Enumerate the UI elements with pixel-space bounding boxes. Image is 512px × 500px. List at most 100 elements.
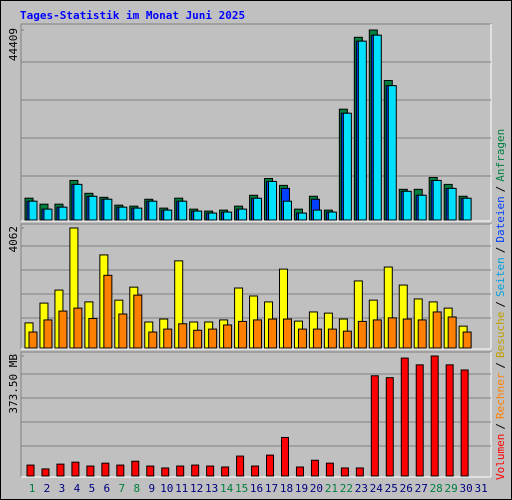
bar — [146, 465, 155, 477]
bar — [191, 464, 200, 477]
y-tick-label: 373.50 MB — [7, 354, 20, 414]
bar — [402, 190, 412, 221]
bar — [71, 461, 80, 477]
bar — [430, 355, 439, 477]
legend-entry: Rechner — [494, 372, 507, 419]
bar — [58, 310, 68, 349]
bar — [310, 459, 319, 477]
bar — [28, 331, 38, 349]
x-tick-label: 3 — [59, 482, 66, 495]
bar — [282, 200, 292, 221]
bar — [372, 34, 382, 221]
bar — [417, 319, 427, 349]
y-tick-label: 4062 — [7, 226, 20, 253]
x-tick-label: 12 — [190, 482, 203, 495]
bar — [355, 467, 364, 477]
bar — [417, 194, 427, 221]
bar — [43, 319, 53, 349]
bar — [58, 206, 68, 221]
x-tick-label: 19 — [295, 482, 308, 495]
bar — [312, 209, 322, 221]
chart-title: Tages-Statistik im Monat Juni 2025 — [20, 9, 245, 22]
bar — [131, 460, 140, 477]
bar — [116, 464, 125, 477]
bar — [103, 198, 113, 221]
bar — [297, 212, 307, 221]
bar — [176, 465, 185, 477]
x-tick-label: 29 — [445, 482, 458, 495]
panel — [20, 351, 492, 478]
x-tick-label: 1 — [29, 482, 36, 495]
x-tick-label: 24 — [370, 482, 384, 495]
legend-separator: / — [494, 186, 507, 193]
bar — [161, 467, 170, 477]
legend-entry: Seiten — [494, 257, 507, 297]
bar — [236, 455, 245, 477]
bar — [193, 210, 203, 221]
bar — [118, 206, 128, 221]
panel — [20, 23, 492, 222]
bar — [73, 307, 83, 349]
bar — [357, 320, 367, 349]
bar — [297, 328, 307, 349]
bar — [133, 294, 143, 349]
bar — [462, 197, 472, 221]
bar — [342, 330, 352, 349]
bar — [238, 208, 248, 221]
bar — [282, 318, 292, 349]
bar — [445, 364, 454, 477]
x-tick-label: 15 — [235, 482, 248, 495]
x-tick-label: 16 — [250, 482, 263, 495]
legend-separator: / — [494, 423, 507, 430]
x-tick-label: 25 — [385, 482, 398, 495]
bar — [372, 319, 382, 349]
bar — [462, 331, 472, 349]
bar — [385, 377, 394, 477]
bar — [295, 466, 304, 477]
x-tick-label: 20 — [310, 482, 323, 495]
bar — [432, 311, 442, 349]
bar — [327, 328, 337, 349]
x-tick-label: 6 — [104, 482, 111, 495]
bar — [251, 465, 260, 477]
bar — [28, 200, 38, 221]
x-tick-label: 9 — [148, 482, 155, 495]
legend-entry: Volumen — [494, 434, 507, 480]
x-tick-label: 10 — [160, 482, 173, 495]
bar — [253, 319, 263, 349]
bar — [357, 40, 367, 221]
legend-entry: Anfragen — [494, 129, 507, 182]
bar — [101, 462, 110, 477]
bar — [340, 467, 349, 477]
legend-entry: Besuche — [494, 312, 507, 358]
bar — [103, 274, 113, 349]
x-tick-label: 4 — [74, 482, 81, 495]
bar — [223, 324, 233, 349]
bar — [86, 465, 95, 477]
bar — [268, 318, 278, 349]
x-tick-label: 17 — [265, 482, 278, 495]
bar — [193, 329, 203, 349]
bar — [327, 211, 337, 221]
bar — [325, 462, 334, 477]
bar — [415, 364, 424, 477]
legend-separator: / — [494, 247, 507, 254]
bar — [447, 316, 457, 349]
bar — [178, 200, 188, 221]
x-tick-label: 26 — [400, 482, 413, 495]
x-tick-label: 8 — [133, 482, 140, 495]
x-tick-label: 14 — [220, 482, 234, 495]
bar — [221, 466, 230, 477]
bar — [178, 323, 188, 349]
bar — [56, 463, 65, 477]
legend-separator: / — [494, 362, 507, 369]
x-tick-label: 11 — [175, 482, 188, 495]
x-tick-label: 18 — [280, 482, 293, 495]
bar — [387, 85, 397, 221]
bar — [370, 375, 379, 477]
y-tick-label: 44409 — [7, 28, 20, 61]
x-tick-label: 31 — [474, 482, 487, 495]
bar — [148, 331, 158, 349]
bar — [148, 200, 158, 221]
